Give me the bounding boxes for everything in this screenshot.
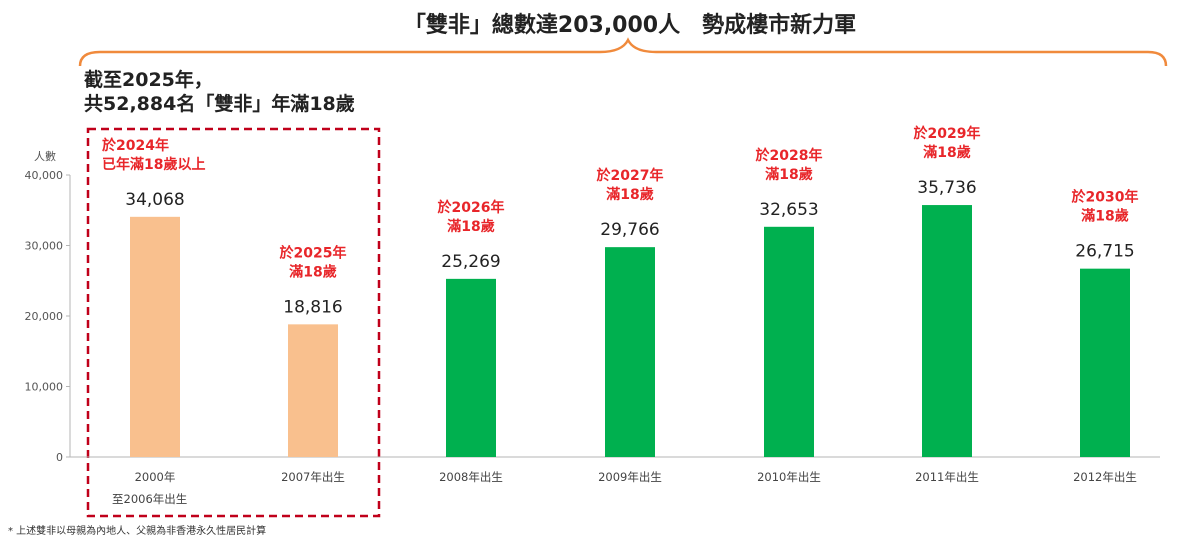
- annotation-label: 於2030年: [1072, 189, 1139, 206]
- y-tick-label: 10,000: [25, 381, 64, 394]
- data-label: 18,816: [283, 297, 342, 317]
- data-label: 26,715: [1075, 242, 1134, 262]
- annotation-label: 已年滿18歲以上: [102, 156, 205, 173]
- annotation-label: 滿18歲: [446, 218, 494, 235]
- annotation-label: 於2024年: [102, 137, 169, 154]
- bar: [288, 324, 338, 457]
- annotation-label: 於2027年: [597, 167, 664, 184]
- x-tick-label: 2007年出生: [281, 470, 345, 484]
- bar: [605, 247, 655, 457]
- data-label: 35,736: [917, 178, 976, 198]
- data-label: 29,766: [600, 220, 659, 240]
- chart-title: 「雙非」總數達203,000人 勢成樓市新力軍: [404, 12, 856, 38]
- y-axis: 0 10,000 20,000 30,000 40,000 人數: [25, 150, 1160, 464]
- annotation-label: 於2025年: [280, 244, 347, 261]
- data-label: 25,269: [441, 252, 500, 272]
- y-tick-label: 20,000: [25, 310, 64, 323]
- bar: [1080, 268, 1130, 457]
- annotation-label: 於2029年: [914, 125, 981, 142]
- y-tick-label: 0: [56, 451, 63, 464]
- annotation-label: 滿18歲: [922, 144, 970, 161]
- summary-line-2: 共52,884名「雙非」年滿18歲: [84, 92, 355, 115]
- x-tick-label: 2010年出生: [757, 470, 821, 484]
- annotation-label: 滿18歲: [764, 166, 812, 183]
- annotation-label: 滿18歲: [605, 186, 653, 203]
- data-label: 32,653: [759, 200, 818, 220]
- bar: [446, 278, 496, 457]
- highlight-box: [86, 127, 381, 518]
- annotation-label: 滿18歲: [1080, 208, 1128, 225]
- annotation-label: 於2026年: [438, 199, 505, 216]
- data-label: 34,068: [125, 190, 184, 210]
- bar: [130, 216, 180, 457]
- summary-line-1: 截至2025年，: [84, 68, 213, 91]
- y-tick-label: 30,000: [25, 240, 64, 253]
- annotation-label: 於2028年: [756, 147, 823, 164]
- title-brace: [78, 37, 1168, 67]
- x-tick-label: 2000年: [135, 470, 176, 484]
- x-tick-label: 2012年出生: [1073, 470, 1137, 484]
- y-tick-label: 40,000: [25, 169, 64, 182]
- bar: [764, 226, 814, 457]
- x-tick-label: 2009年出生: [598, 470, 662, 484]
- x-tick-label: 2011年出生: [915, 470, 979, 484]
- x-tick-label: 2008年出生: [439, 470, 503, 484]
- bar: [922, 205, 972, 457]
- x-tick-label: 至2006年出生: [112, 492, 187, 506]
- footnote: * 上述雙非以母親為內地人、父親為非香港永久性居民計算: [8, 524, 266, 537]
- y-axis-label: 人數: [34, 150, 56, 163]
- annotation-label: 滿18歲: [288, 263, 336, 280]
